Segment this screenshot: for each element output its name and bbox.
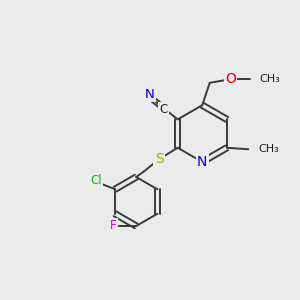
Text: Cl: Cl (90, 174, 102, 187)
Text: F: F (110, 220, 116, 232)
Text: CH₃: CH₃ (259, 144, 280, 154)
Text: CH₃: CH₃ (260, 74, 280, 84)
Text: S: S (155, 152, 164, 166)
Text: O: O (225, 72, 236, 86)
Text: N: N (144, 88, 154, 101)
Text: N: N (197, 155, 207, 169)
Text: C: C (160, 103, 168, 116)
